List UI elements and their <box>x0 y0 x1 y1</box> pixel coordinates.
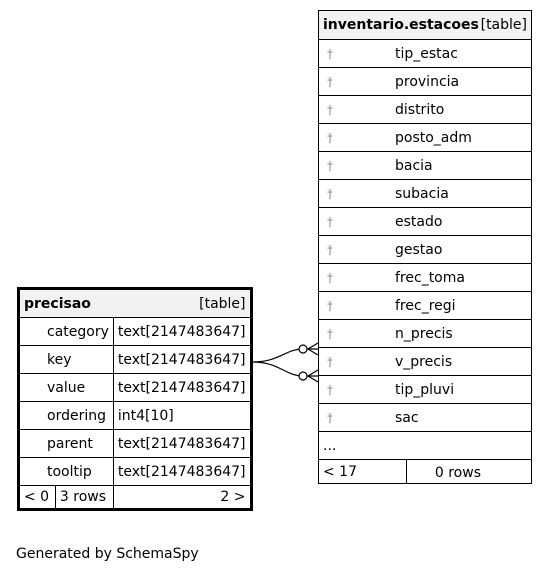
table-row: † n_precis <box>318 319 532 348</box>
column-type: int4[10] <box>112 401 252 430</box>
key-icon: † <box>327 382 333 397</box>
crowfoot-marker <box>306 369 319 383</box>
column-cell: † provincia <box>318 67 532 96</box>
column-name: posto_adm <box>395 129 472 146</box>
column-name: tooltip <box>18 457 114 486</box>
column-name: key <box>18 345 114 374</box>
table-row: † gestao <box>318 235 532 264</box>
table-row: † estado <box>318 207 532 236</box>
table-row: key text[2147483647] <box>18 345 252 374</box>
column-type: text[2147483647] <box>112 373 252 402</box>
column-name: category <box>18 317 114 346</box>
key-icon: † <box>327 74 333 89</box>
column-cell: † bacia <box>318 151 532 180</box>
column-cell: † posto_adm <box>318 123 532 152</box>
table-row: † posto_adm <box>318 123 532 152</box>
key-icon: † <box>327 102 333 117</box>
table-inventario-estacoes[interactable]: inventario.estacoes [table] † tip_estac † p… <box>318 10 532 484</box>
column-cell: † tip_estac <box>318 39 532 68</box>
column-type: text[2147483647] <box>112 317 252 346</box>
column-name: distrito <box>395 101 445 118</box>
table-header: inventario.estacoes [table] <box>318 10 532 40</box>
zero-marker <box>298 344 308 354</box>
key-icon: † <box>327 298 333 313</box>
table-name: precisao <box>24 295 91 312</box>
column-name: sac <box>395 409 419 426</box>
column-name: n_precis <box>395 325 453 342</box>
column-name: parent <box>18 429 114 458</box>
column-name: tip_pluvi <box>395 381 455 398</box>
table-row: † frec_regi <box>318 291 532 320</box>
table-row: † tip_pluvi <box>318 375 532 404</box>
column-name: v_precis <box>395 353 453 370</box>
column-cell: † frec_toma <box>318 263 532 292</box>
column-type: text[2147483647] <box>112 429 252 458</box>
column-cell: † tip_pluvi <box>318 375 532 404</box>
table-footer: < 17 0 rows <box>318 459 532 484</box>
table-type: [table] <box>199 295 246 312</box>
rows-count: 3 rows <box>54 485 114 510</box>
column-name: frec_toma <box>395 269 465 286</box>
column-name: provincia <box>395 73 460 90</box>
parents-count: < 17 <box>318 459 407 484</box>
key-icon: † <box>327 214 333 229</box>
table-name: inventario.estacoes <box>323 17 479 33</box>
relationship-line-v-precis <box>251 361 318 377</box>
column-cell: † n_precis <box>318 319 532 348</box>
more-columns: ... <box>318 431 532 460</box>
table-row: † frec_toma <box>318 263 532 292</box>
table-row: value text[2147483647] <box>18 373 252 402</box>
table-row: † bacia <box>318 151 532 180</box>
column-name: estado <box>395 213 443 230</box>
table-row: † provincia <box>318 67 532 96</box>
table-row: parent text[2147483647] <box>18 429 252 458</box>
table-row: † subacia <box>318 179 532 208</box>
table-row: † distrito <box>318 95 532 124</box>
column-cell: † sac <box>318 403 532 432</box>
table-row: category text[2147483647] <box>18 317 252 346</box>
column-name: gestao <box>395 241 443 258</box>
column-name: subacia <box>395 185 449 202</box>
table-row: tooltip text[2147483647] <box>18 457 252 486</box>
key-icon: † <box>327 354 333 369</box>
column-name: value <box>18 373 114 402</box>
column-cell: † frec_regi <box>318 291 532 320</box>
rows-count: 0 rows <box>434 465 481 481</box>
table-header: precisao [table] <box>18 288 252 318</box>
parents-count: < 0 <box>18 485 56 510</box>
more-columns-row: ... <box>318 431 532 460</box>
column-cell: † subacia <box>318 179 532 208</box>
column-type: text[2147483647] <box>112 457 252 486</box>
key-icon: † <box>327 270 333 285</box>
table-row: ordering int4[10] <box>18 401 252 430</box>
column-cell: † gestao <box>318 235 532 264</box>
column-cell: † distrito <box>318 95 532 124</box>
key-icon: † <box>327 186 333 201</box>
column-cell: † estado <box>318 207 532 236</box>
key-icon: † <box>327 326 333 341</box>
column-cell: † v_precis <box>318 347 532 376</box>
column-name: ordering <box>18 401 114 430</box>
table-row: † sac <box>318 403 532 432</box>
key-icon: † <box>327 242 333 257</box>
column-name: tip_estac <box>395 45 458 62</box>
column-name: frec_regi <box>395 297 456 314</box>
table-footer: < 0 3 rows 2 > <box>18 485 252 510</box>
column-type: text[2147483647] <box>112 345 252 374</box>
key-icon: † <box>327 46 333 61</box>
table-row: † v_precis <box>318 347 532 376</box>
children-count: 2 > <box>112 485 252 510</box>
key-icon: † <box>327 130 333 145</box>
zero-marker <box>298 371 308 381</box>
generated-by-label: Generated by SchemaSpy <box>16 546 199 562</box>
relationship-line-n-precis <box>251 348 318 363</box>
table-type: [table] <box>480 17 527 33</box>
crowfoot-marker <box>306 342 319 356</box>
table-precisao[interactable]: precisao [table] category text[214748364… <box>17 287 253 511</box>
key-icon: † <box>327 158 333 173</box>
column-name: bacia <box>395 157 433 174</box>
table-row: † tip_estac <box>318 39 532 68</box>
key-icon: † <box>327 410 333 425</box>
